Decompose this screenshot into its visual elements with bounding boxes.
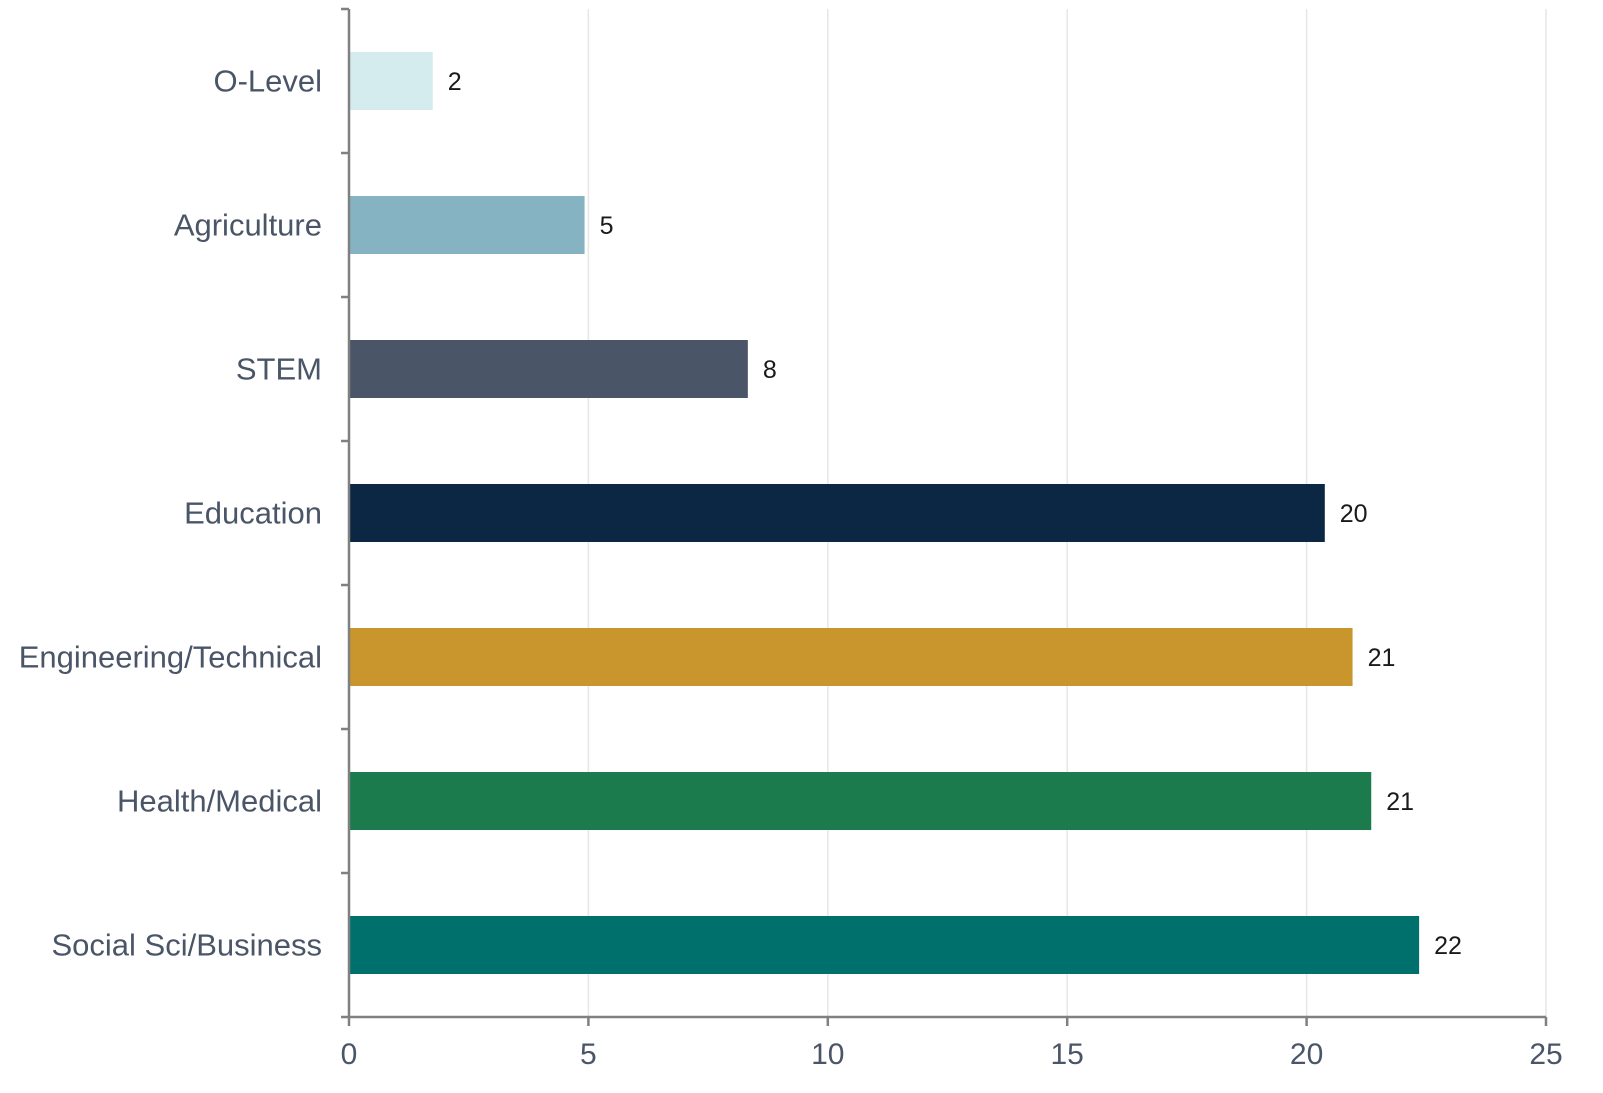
category-labels: O-Level Agriculture STEM Education Engineeri… (19, 64, 322, 963)
data-label: 20 (1340, 500, 1368, 528)
category-label: Agriculture (174, 208, 322, 243)
data-label: 5 (600, 212, 614, 240)
x-tick-labels: 0 5 10 15 20 25 (341, 1038, 1563, 1071)
data-labels: 2 5 8 20 21 21 22 (448, 68, 1462, 960)
bars (350, 52, 1420, 974)
x-tick-label: 0 (341, 1038, 358, 1071)
category-label: Engineering/Technical (19, 640, 322, 675)
category-label: O-Level (213, 64, 322, 99)
category-label: Education (184, 496, 322, 531)
data-label: 22 (1434, 932, 1462, 960)
bar-2 (350, 196, 585, 254)
bar-5 (350, 628, 1353, 686)
bar-6 (350, 772, 1372, 830)
bar-3 (350, 340, 748, 398)
bar-1 (350, 52, 433, 110)
bar-4 (350, 484, 1325, 542)
axes (341, 7, 1548, 1026)
x-tick-label: 15 (1051, 1038, 1084, 1071)
data-label: 21 (1386, 788, 1414, 816)
category-label: Social Sci/Business (51, 928, 322, 963)
data-label: 21 (1368, 644, 1396, 672)
category-label: Health/Medical (117, 784, 322, 819)
category-label: STEM (236, 352, 322, 387)
data-label: 2 (448, 68, 462, 96)
x-tick-label: 25 (1529, 1038, 1562, 1071)
bar-7 (350, 916, 1420, 974)
x-tick-label: 20 (1290, 1038, 1323, 1071)
x-tick-label: 10 (811, 1038, 844, 1071)
data-label: 8 (763, 356, 777, 384)
x-tick-label: 5 (580, 1038, 597, 1071)
